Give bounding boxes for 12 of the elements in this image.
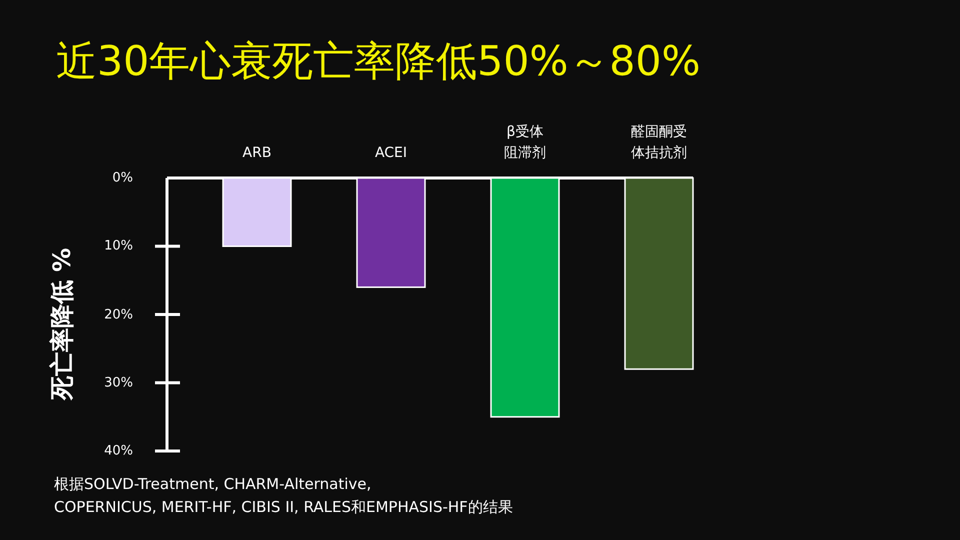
y-tick-label: 10% (104, 238, 133, 254)
x-tick-label: ARB (242, 144, 272, 163)
chart-title: 近30年心衰死亡率降低50%～80% (56, 36, 700, 87)
y-tick-label: 40% (103, 444, 133, 458)
x-tick-label: ACEI (374, 144, 408, 163)
text: 根据SOLVD-Treatment, CHARM-Alternative, COPERNICUS, MERIT-HF, CIBIS II, RALES和EMPHASIS-HF的结果 (54, 474, 513, 518)
y-tick-label: 0% (111, 170, 133, 186)
y-tick-label: 20% (104, 307, 133, 322)
y-tick-label: 30% (104, 375, 133, 390)
x-tick-label: β受体阻滞剂 (503, 123, 547, 163)
y-axis-title: 死亡率降低 % (47, 248, 77, 400)
x-tick-label: 醛固酮受体拮抗剂 (630, 123, 688, 163)
